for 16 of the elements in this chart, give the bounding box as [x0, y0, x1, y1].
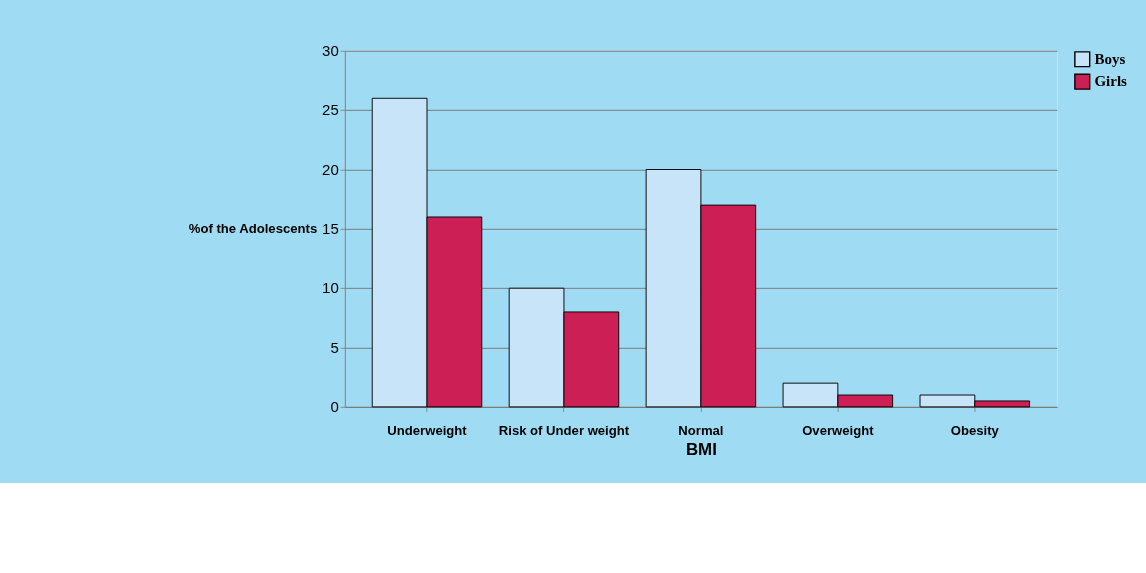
x-tick-label: Normal: [678, 423, 724, 439]
x-tick-label: Obesity: [950, 423, 1000, 439]
y-tick-label: 30: [322, 41, 339, 59]
y-tick-label: 5: [330, 338, 339, 356]
legend-label: Girls: [1094, 73, 1128, 90]
y-tick-label: 0: [330, 398, 339, 416]
x-tick-label: Risk of Under weight: [498, 423, 630, 439]
x-axis-title: BMI: [685, 440, 717, 460]
x-tick-label: Underweight: [387, 423, 468, 439]
legend-label: Boys: [1094, 50, 1126, 67]
y-axis-title: %of the Adolescents: [188, 221, 318, 237]
x-tick-label: Overweight: [802, 423, 875, 439]
y-tick-label: 15: [322, 220, 339, 237]
y-tick-label: 20: [322, 160, 339, 178]
y-tick-label: 10: [322, 279, 339, 297]
y-tick-label: 25: [322, 101, 339, 119]
